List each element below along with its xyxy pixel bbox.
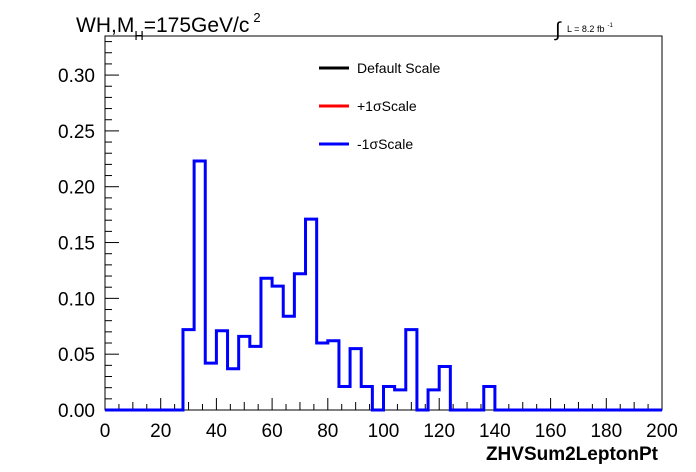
y-tick-label: 0.10 (58, 289, 95, 310)
legend: Default Scale +1σScale -1σScale (319, 60, 440, 152)
legend-label: Default Scale (357, 60, 440, 76)
x-axis-title: ZHVSum2LeptonPt (486, 444, 659, 465)
series-group (105, 159, 662, 412)
luminosity-label: L = 8.2 fb -1 (567, 23, 613, 34)
luminosity-integral-symbol: ∫ (554, 19, 562, 41)
plot-frame (104, 35, 663, 411)
y-tick-label: 0.00 (58, 401, 95, 422)
y-tick-label: 0.05 (58, 345, 95, 366)
x-tick-label: 0 (100, 421, 111, 442)
x-tick-label: 120 (423, 421, 455, 442)
y-tick-label: 0.25 (58, 122, 95, 143)
x-tick-label: 160 (535, 421, 567, 442)
x-tick-label: 100 (368, 421, 400, 442)
x-tick-label: 40 (206, 421, 227, 442)
chart-title: WH,MH=175GeV/c 2 (76, 10, 261, 43)
y-tick-label: 0.15 (58, 234, 95, 255)
x-tick-label: 180 (590, 421, 622, 442)
series-step-line (105, 159, 662, 412)
y-axis-tick-labels: 0.00 0.05 0.10 0.15 0.20 0.25 0.30 (58, 66, 95, 422)
x-tick-label: 60 (262, 421, 283, 442)
x-axis-tick-labels: 0 20 40 60 80 100 120 140 160 180 200 (100, 421, 678, 442)
y-tick-label: 0.30 (58, 66, 95, 87)
legend-label: +1σScale (357, 98, 417, 114)
x-tick-label: 140 (479, 421, 511, 442)
x-tick-label: 20 (150, 421, 171, 442)
plot-frame-group (104, 35, 663, 411)
y-axis-ticks (105, 41, 119, 411)
legend-label: -1σScale (357, 136, 413, 152)
x-tick-label: 80 (317, 421, 338, 442)
y-tick-label: 0.20 (58, 178, 95, 199)
x-tick-label: 200 (646, 421, 678, 442)
